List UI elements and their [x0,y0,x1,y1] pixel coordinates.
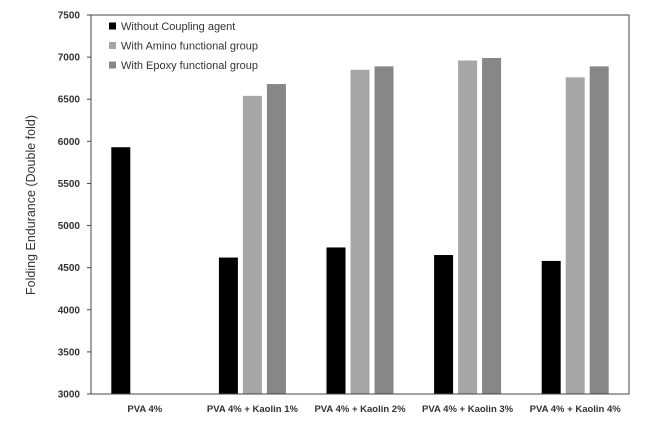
x-tick-label: PVA 4% + Kaolin 4% [530,404,622,415]
y-tick-label: 5500 [58,179,81,190]
bar [374,66,394,395]
legend-swatch [109,42,116,49]
y-tick-label: 5000 [58,221,81,232]
bar [266,84,286,394]
x-axis: PVA 4% PVA 4% + Kaolin 1% PVA 4% + Kaolin … [127,404,621,415]
bar [111,147,131,394]
bar [326,247,346,394]
x-tick-label: PVA 4% + Kaolin 2% [314,404,406,415]
legend-label: With Amino functional group [121,41,258,53]
x-tick-label: PVA 4% + Kaolin 1% [207,404,299,415]
bar [434,255,454,394]
legend-label: With Epoxy functional group [121,60,258,72]
x-tick-label: PVA 4% [127,404,162,415]
y-tick-label: 4500 [58,263,81,274]
bar [458,60,478,394]
bar [482,57,502,394]
bar [541,260,561,394]
legend-swatch [109,22,116,30]
legend: Without Coupling agent With Amino functio… [109,21,258,72]
legend-label: Without Coupling agent [121,21,235,33]
bar [350,69,370,394]
bar [218,257,238,394]
y-tick-label: 3000 [58,390,81,401]
bar [565,77,585,394]
x-tick-label: PVA 4% + Kaolin 3% [422,404,514,415]
y-tick-label: 7000 [58,53,81,64]
y-tick-label: 7500 [58,11,81,22]
plot-area-frame [90,14,630,395]
bars-layer [111,57,609,395]
bar [242,95,262,394]
y-tick-label: 6000 [58,137,81,148]
y-tick-label: 3500 [58,347,81,358]
y-tick-label: 4000 [58,305,81,316]
bar [589,66,609,395]
y-tick-label: 6500 [58,95,81,106]
legend-swatch [109,61,116,69]
y-axis: 3000 3500 4000 4500 5000 5500 6000 6500 7000 7500 [58,11,91,401]
y-axis-label: Folding Endurance (Double fold) [24,115,38,295]
